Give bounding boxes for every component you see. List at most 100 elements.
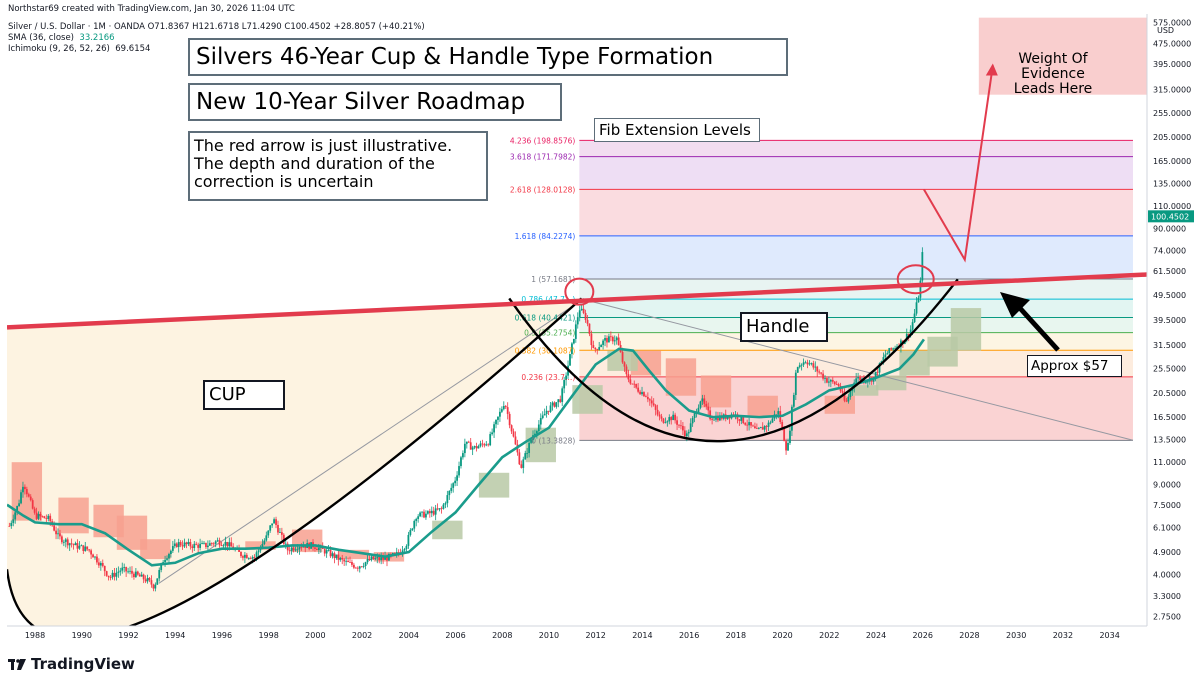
- chart-credit: Northstar69 created with TradingView.com…: [8, 4, 295, 14]
- price-candle: [341, 558, 344, 560]
- price-candle: [55, 530, 57, 535]
- price-candle: [325, 550, 328, 554]
- price-candle: [273, 519, 275, 524]
- price-candle: [502, 406, 505, 410]
- price-candle: [179, 542, 182, 546]
- price-candle: [588, 323, 591, 334]
- guide-line: [579, 297, 1134, 441]
- disclaimer-note: The red arrow is just illustrative. The …: [188, 131, 488, 201]
- price-candle: [493, 424, 495, 433]
- tradingview-logo-text: TradingView: [31, 655, 135, 673]
- price-candle: [99, 563, 102, 566]
- price-candle: [794, 372, 797, 396]
- price-candle: [769, 422, 772, 424]
- price-candle: [829, 379, 832, 382]
- price-candle: [471, 447, 474, 450]
- time-tick-label: 2032: [1053, 631, 1073, 640]
- price-candle: [738, 419, 741, 421]
- fib-zone: [579, 299, 1133, 318]
- price-candle: [864, 382, 867, 384]
- price-candle: [662, 418, 665, 423]
- fib-zone: [579, 317, 1133, 333]
- price-candle: [915, 302, 918, 314]
- time-tick-label: 2018: [726, 631, 746, 640]
- price-candle: [339, 558, 342, 560]
- price-candle: [183, 542, 186, 547]
- price-candle: [27, 494, 30, 497]
- price-candle: [828, 381, 830, 383]
- price-candle: [703, 398, 706, 404]
- price-candle: [22, 486, 24, 493]
- price-candle: [158, 569, 161, 579]
- price-candle: [314, 547, 316, 549]
- price-candle: [892, 348, 895, 350]
- ichimoku-legend[interactable]: Ichimoku (9, 26, 52, 26) 69.6154: [8, 44, 150, 54]
- price-candle: [742, 416, 745, 424]
- price-candle: [59, 533, 61, 537]
- price-candle: [711, 419, 714, 421]
- price-candle: [682, 425, 684, 431]
- price-candle: [487, 444, 490, 446]
- ichimoku-cloud-segment: [432, 520, 463, 540]
- price-candle: [637, 387, 640, 392]
- price-candle: [576, 317, 579, 325]
- price-candle: [343, 559, 346, 562]
- price-candle: [90, 550, 92, 555]
- price-tick-label: 61.5000: [1153, 267, 1186, 276]
- price-candle: [131, 570, 133, 574]
- price-candle: [29, 496, 32, 501]
- price-candle: [133, 573, 135, 578]
- price-candle: [796, 367, 799, 373]
- price-candle: [563, 380, 566, 389]
- price-candle: [261, 543, 264, 549]
- price-candle: [687, 431, 690, 434]
- price-candle: [460, 457, 462, 467]
- price-candle: [41, 516, 44, 518]
- chart-title: Silvers 46-Year Cup & Handle Type Format…: [188, 38, 788, 76]
- price-candle: [203, 542, 205, 544]
- time-tick-label: 2026: [913, 631, 933, 640]
- price-candle: [557, 399, 560, 403]
- price-candle: [72, 544, 75, 546]
- price-candle: [360, 566, 363, 568]
- price-candle: [759, 427, 762, 429]
- price-candle: [824, 378, 826, 379]
- price-candle: [847, 397, 850, 402]
- price-candle: [590, 333, 593, 346]
- price-candle: [166, 558, 168, 560]
- price-candle: [606, 338, 608, 343]
- ichimoku-legend-label: Ichimoku (9, 26, 52, 26): [8, 44, 110, 54]
- price-candle: [148, 577, 151, 581]
- price-candle: [415, 518, 418, 521]
- handle-curve: [508, 278, 959, 443]
- price-candle: [8, 525, 11, 527]
- price-candle: [608, 336, 610, 343]
- tradingview-logo-icon: [8, 656, 26, 670]
- fib-zone: [579, 140, 1133, 157]
- price-candle: [586, 319, 589, 324]
- price-tick-label: 7.5000: [1153, 501, 1181, 510]
- price-candle: [467, 441, 470, 443]
- price-candle: [101, 563, 104, 566]
- price-candle: [611, 336, 614, 342]
- price-candle: [785, 441, 787, 451]
- price-candle: [220, 545, 223, 546]
- resistance-trendline: [7, 272, 1147, 330]
- sma-legend[interactable]: SMA (36, close) 33.2166: [8, 33, 115, 43]
- price-candle: [170, 550, 172, 555]
- fib-level-label: 2.618 (128.0128): [510, 185, 576, 194]
- price-candle: [242, 556, 244, 558]
- price-candle: [82, 545, 85, 551]
- tradingview-logo[interactable]: TradingView: [8, 655, 135, 673]
- price-candle: [596, 349, 599, 350]
- price-tick-label: 4.0000: [1153, 571, 1181, 580]
- price-candle: [288, 550, 291, 552]
- fib-level-label: 0 (13.3828): [531, 436, 575, 445]
- price-candle: [841, 391, 844, 393]
- price-candle: [754, 426, 756, 429]
- price-candle: [407, 534, 410, 546]
- price-candle: [866, 381, 869, 383]
- price-candle: [193, 543, 196, 549]
- fib-level-label: 1 (57.1681): [531, 275, 575, 284]
